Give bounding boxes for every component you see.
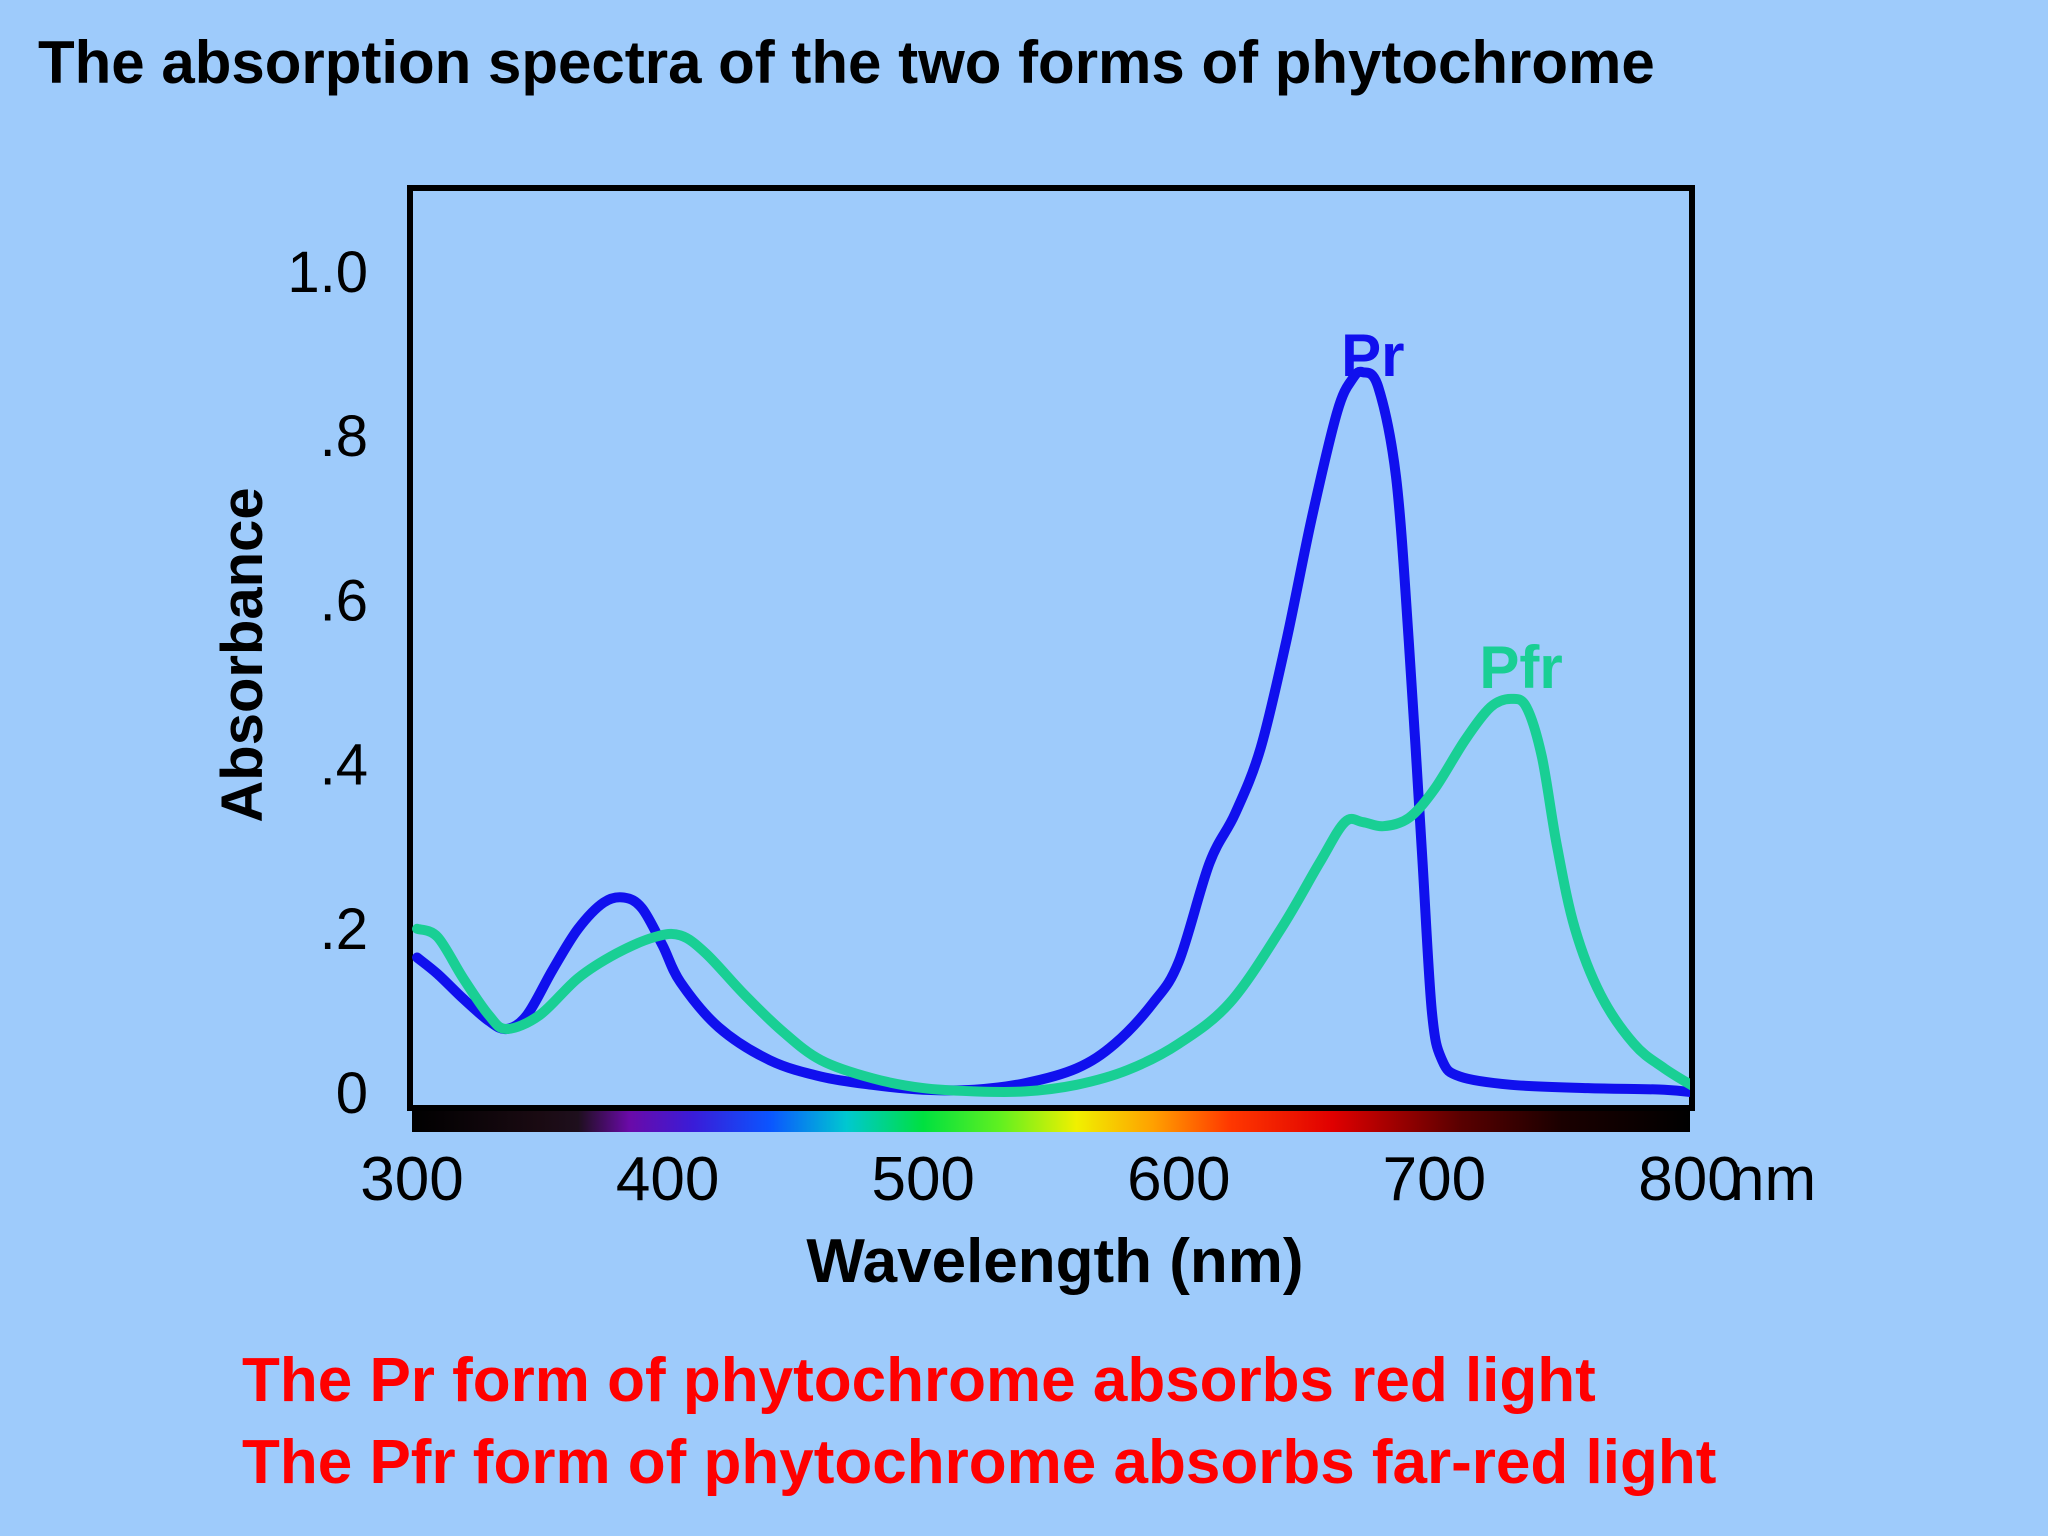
series-label-pr: Pr <box>1341 322 1404 389</box>
series-line-pr <box>412 366 1690 1098</box>
x-tick-label: 300 <box>360 1145 463 1214</box>
y-tick-label: .8 <box>320 404 368 469</box>
x-tick-label: 500 <box>871 1145 974 1214</box>
x-axis-label: Wavelength (nm) <box>806 1227 1303 1296</box>
x-axis-ticks: 300 400 500 600 700 800 <box>360 1145 1741 1214</box>
y-tick-label: 0 <box>336 1061 368 1126</box>
y-axis-ticks: 0 .2 .4 .6 .8 1.0 <box>287 240 368 1126</box>
x-axis-unit: nm <box>1730 1145 1816 1214</box>
y-tick-label: 1.0 <box>287 240 368 305</box>
y-axis-label: Absorbance <box>210 487 275 822</box>
spectrum-bar <box>412 1110 1690 1132</box>
caption-pfr: The Pfr form of phytochrome absorbs far-… <box>242 1428 1717 1497</box>
y-tick-label: .4 <box>320 733 368 798</box>
plot-area <box>412 366 1690 1098</box>
page-title: The absorption spectra of the two forms … <box>38 29 1655 96</box>
series-labels: Pr Pfr <box>1341 322 1563 701</box>
x-tick-label: 400 <box>616 1145 719 1214</box>
series-label-pfr: Pfr <box>1479 634 1562 701</box>
y-tick-label: .6 <box>320 568 368 633</box>
y-tick-label: .2 <box>320 897 368 962</box>
x-tick-label: 600 <box>1127 1145 1230 1214</box>
x-tick-label: 700 <box>1383 1145 1486 1214</box>
caption-pr: The Pr form of phytochrome absorbs red l… <box>242 1346 1596 1415</box>
series-line-pfr <box>412 693 1690 1098</box>
plot-frame <box>407 185 1695 1111</box>
x-tick-label: 800 <box>1638 1145 1741 1214</box>
